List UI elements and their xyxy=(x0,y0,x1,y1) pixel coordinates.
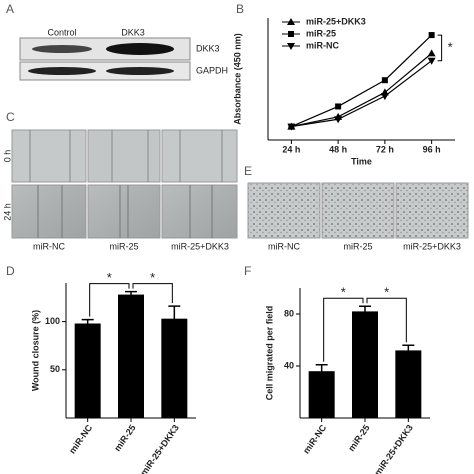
point xyxy=(287,123,296,131)
time-label: 24 h xyxy=(2,203,12,221)
significance-bracket xyxy=(323,297,364,362)
blot-row: DKK3 xyxy=(196,43,220,53)
group-label: miR-NC xyxy=(268,241,300,251)
error-bar xyxy=(168,305,181,332)
error-bar xyxy=(315,363,328,378)
bar xyxy=(308,371,335,418)
x-tick-label: miR-25 xyxy=(346,423,371,453)
blot-column: DKK3 xyxy=(121,27,145,37)
blot-band xyxy=(28,67,96,75)
series-line xyxy=(291,52,433,128)
wound-images xyxy=(11,129,238,239)
transwell-images xyxy=(247,182,469,239)
y-tick-label: 50 xyxy=(50,364,60,374)
group-label: miR-25 xyxy=(343,241,372,251)
x-tick-label: miR-NC xyxy=(67,422,94,455)
legend-label: miR-NC xyxy=(306,40,339,50)
blot-row: GAPDH xyxy=(196,65,228,75)
group-label: miR-25+DKK3 xyxy=(171,241,229,251)
series-line xyxy=(291,60,432,128)
blot-strip xyxy=(19,61,191,81)
x-tick-label: miR-25+DKK3 xyxy=(138,423,180,474)
y-axis-title: Cell migrated per field xyxy=(264,306,274,401)
significance-bracket xyxy=(89,283,130,317)
blot-band xyxy=(32,45,92,53)
panel-label: F xyxy=(244,264,251,278)
y-axis-title: Wound closure (%) xyxy=(30,310,40,391)
x-tick-label: miR-25+DKK3 xyxy=(372,423,414,474)
point xyxy=(334,116,343,124)
blot-column: Control xyxy=(47,27,76,37)
point xyxy=(380,93,389,101)
legend-marker xyxy=(287,18,295,25)
annotation: * xyxy=(448,39,453,54)
bar xyxy=(395,350,422,418)
error-bar xyxy=(359,305,371,317)
legend-marker xyxy=(287,43,295,50)
error-bar xyxy=(125,290,137,298)
significance-bracket xyxy=(132,283,173,304)
x-tick-label: miR-25 xyxy=(112,423,137,453)
bar xyxy=(118,294,144,418)
point xyxy=(427,57,436,65)
panel-label: D xyxy=(6,264,15,278)
significance-bracket xyxy=(437,34,443,62)
annotation: * xyxy=(384,285,389,300)
point xyxy=(427,49,436,57)
panel-label: B xyxy=(236,2,244,16)
y-tick-label: 40 xyxy=(284,360,294,370)
error-bar xyxy=(81,318,94,328)
series-line xyxy=(291,34,433,128)
y-tick-label: 100 xyxy=(45,316,60,326)
x-tick-label: 96 h xyxy=(423,144,441,154)
significance-bracket xyxy=(366,297,407,343)
panel-label: E xyxy=(244,164,252,178)
bar xyxy=(161,318,188,418)
y-tick-label: 80 xyxy=(284,308,294,318)
x-tick-label: 48 h xyxy=(329,144,347,154)
annotation: * xyxy=(341,285,346,300)
point xyxy=(335,103,342,110)
error-bar xyxy=(402,344,415,356)
x-tick-label: miR-NC xyxy=(301,422,328,455)
group-label: miR-25 xyxy=(109,241,138,251)
x-tick-label: 24 h xyxy=(282,144,300,154)
panel-label: A xyxy=(6,2,14,16)
point xyxy=(428,32,435,39)
y-axis-title: Absorbance (450 nm) xyxy=(232,33,242,125)
legend-marker xyxy=(288,31,294,37)
x-axis-title: Time xyxy=(351,156,372,166)
point xyxy=(381,77,388,84)
legend-label: miR-25+DKK3 xyxy=(306,16,366,26)
legend-label: miR-25 xyxy=(306,28,336,38)
x-tick-label: 72 h xyxy=(376,144,394,154)
group-label: miR-NC xyxy=(33,241,65,251)
annotation: * xyxy=(150,270,155,285)
panel-label: C xyxy=(6,110,15,124)
group-label: miR-25+DKK3 xyxy=(403,241,461,251)
blot-band xyxy=(106,43,174,55)
time-label: 0 h xyxy=(2,150,12,163)
bar xyxy=(352,311,378,418)
bar xyxy=(74,323,101,418)
blot-band xyxy=(106,67,174,75)
annotation: * xyxy=(107,270,112,285)
